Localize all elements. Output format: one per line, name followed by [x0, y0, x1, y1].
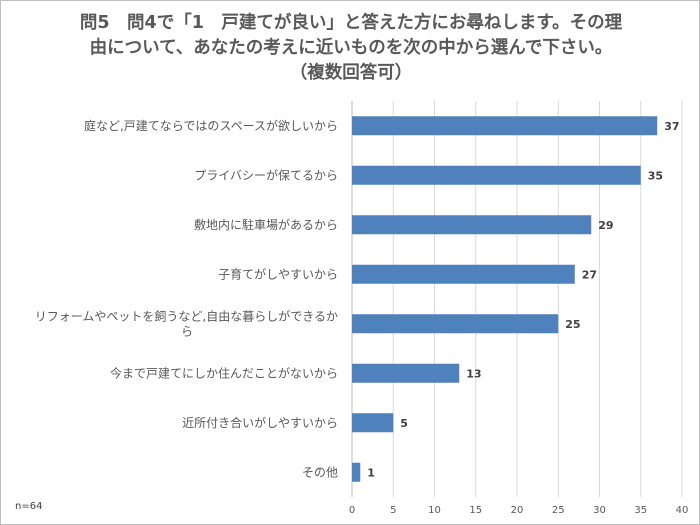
x-tick-label: 5: [390, 505, 396, 516]
bar: [352, 264, 575, 284]
x-tick-label: 40: [676, 505, 689, 516]
category-label: 近所付き合いがしやすいから: [182, 415, 338, 430]
chart-title: 問5 問4で「1 戸建てが良い」と答えた方にお尋ねします。その理 由について、あ…: [41, 11, 661, 86]
bar: [352, 413, 394, 433]
category-label: 庭など,戸建てならではのスペースが欲しいから: [84, 118, 338, 133]
x-tick-label: 25: [552, 505, 565, 516]
bar: [352, 462, 361, 482]
data-label: 5: [400, 417, 408, 430]
x-tick-label: 30: [593, 505, 606, 516]
x-tick-label: 20: [511, 505, 524, 516]
x-tick-label: 0: [349, 505, 355, 516]
sample-size-note: n=64: [15, 501, 43, 512]
category-label: その他: [302, 465, 338, 479]
data-label: 25: [565, 318, 580, 331]
bar: [352, 165, 641, 185]
data-label: 35: [648, 169, 663, 182]
title-line-2: 由について、あなたの考えに近いものを次の中から選んで下さい。: [89, 38, 613, 58]
category-label: 今まで戸建てにしか住んだことがないから: [110, 365, 338, 380]
x-tick-label: 35: [634, 505, 647, 516]
bar: [352, 116, 658, 136]
bar: [352, 215, 592, 235]
x-tick-label: 10: [428, 505, 441, 516]
bar: [352, 314, 559, 334]
title-line-3: （複数回答可）: [289, 63, 413, 83]
bar: [352, 363, 460, 383]
category-label: 敷地内に駐車場があるから: [194, 217, 338, 232]
data-label: 37: [664, 120, 679, 133]
category-label: リフォームやペットを飼うなど,自由な暮らしができるか: [35, 308, 338, 323]
category-label: プライバシーが保てるから: [194, 167, 338, 182]
category-label: ら: [181, 324, 193, 338]
data-label: 27: [582, 268, 597, 281]
title-line-1: 問5 問4で「1 戸建てが良い」と答えた方にお尋ねします。その理: [79, 13, 623, 33]
data-label: 13: [466, 367, 481, 380]
x-tick-label: 15: [469, 505, 482, 516]
data-label: 1: [367, 466, 375, 479]
category-label: 子育てがしやすいから: [218, 266, 338, 281]
data-label: 29: [598, 219, 613, 232]
